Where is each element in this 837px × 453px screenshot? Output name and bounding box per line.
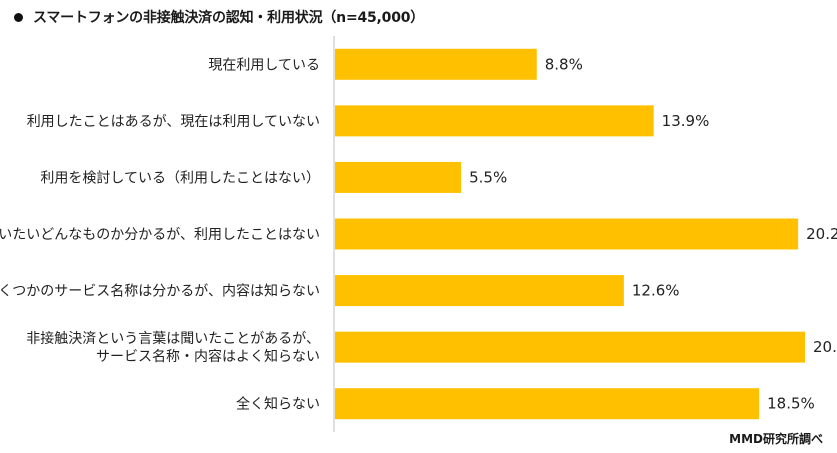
value-label-1: 13.9% (662, 112, 710, 130)
category-label-2: 利用を検討している（利用したことはない） (40, 170, 320, 186)
title-row: スマートフォンの非接触決済の認知・利用状況（n=45,000） (8, 6, 424, 28)
bar-3 (335, 218, 799, 250)
value-label-4: 12.6% (632, 282, 680, 300)
bar-6 (335, 388, 760, 420)
value-label-6: 18.5% (767, 395, 815, 413)
bar-4 (335, 275, 624, 307)
bar-1 (335, 105, 654, 137)
value-label-5: 20.5% (813, 338, 837, 356)
category-label-0: 現在利用している (208, 57, 320, 73)
value-label-3: 20.2% (806, 225, 837, 243)
category-label-6: 全く知らない (236, 396, 320, 413)
value-label-2: 5.5% (469, 168, 507, 186)
bar-0 (335, 48, 537, 80)
source-credit: MMD研究所調べ (729, 432, 823, 446)
bar-2 (335, 161, 462, 193)
chart-title: スマートフォンの非接触決済の認知・利用状況（n=45,000） (33, 10, 425, 26)
category-label-4: いくつかのサービス名称は分かるが、内容は知らない (0, 283, 320, 300)
value-label-0: 8.8% (545, 55, 583, 73)
bar-5 (335, 331, 805, 363)
bullet-icon (14, 12, 23, 22)
category-label-5-line-0: 非接触決済という言葉は聞いたことがあるが、 (26, 330, 320, 347)
category-label-1: 利用したことはあるが、現在は利用していない (27, 114, 320, 130)
category-label-5-line-1: サービス名称・内容はよく知らない (96, 348, 320, 365)
category-label-3: だいたいどんなものか分かるが、利用したことはない (0, 227, 320, 243)
